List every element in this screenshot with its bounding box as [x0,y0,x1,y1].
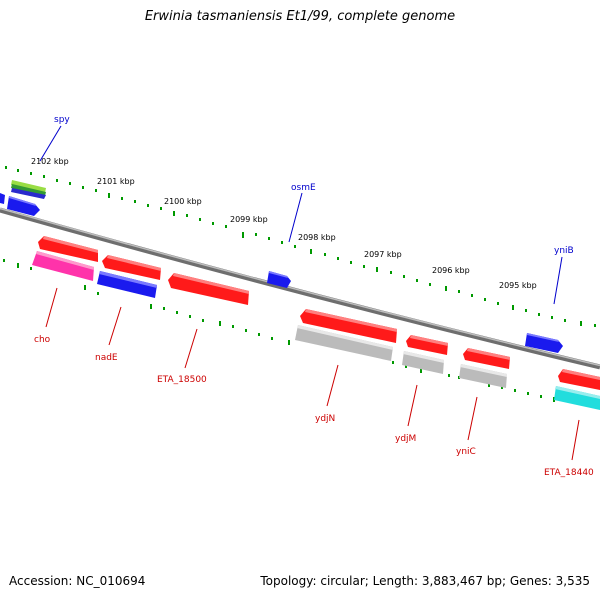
gene-spy-green[interactable] [11,184,46,196]
gene-yniC-gray[interactable] [459,364,507,388]
gene-cho[interactable] [32,251,94,281]
scale-label: 2096 kbp [432,266,470,275]
gene-label-ETA_18500: ETA_18500 [157,375,207,385]
lower-tick-track [3,259,555,402]
scale-label: 2095 kbp [499,281,537,290]
gene-osmE[interactable] [267,271,291,288]
gene-spy[interactable] [11,180,46,193]
gene-label-nadE: nadE [95,353,118,363]
scale-label: 2102 kbp [31,157,69,166]
genome-summary-text: Topology: circular; Length: 3,883,467 bp… [260,574,590,588]
gene-spy-blue-small[interactable] [11,188,46,199]
gene-yniB[interactable] [525,333,563,353]
gene-red[interactable] [38,236,98,262]
scale-label: 2098 kbp [298,233,336,242]
gene-red[interactable] [102,255,161,280]
gene-label-spy: spy [54,115,70,125]
genome-backbone [0,207,600,370]
gene-label-osmE: osmE [291,183,316,193]
gene-ETA_18440-cyan[interactable] [554,386,600,410]
scale-label: 2097 kbp [364,250,402,259]
forward-features [0,180,563,353]
reverse-features [32,236,600,410]
gene-ydjM[interactable] [406,335,448,355]
gene-label-yniC: yniC [456,447,476,457]
gene-ETA_18500[interactable] [168,273,249,305]
gene-blue[interactable] [7,196,40,216]
gene-ydjN-gray[interactable] [295,325,393,361]
upper-tick-track [5,166,596,327]
gene-label-ydjN: ydjN [315,414,335,424]
gene-label-ydjM: ydjM [395,434,416,444]
gene-blue-edge[interactable] [0,193,5,204]
gene-yniC[interactable] [463,348,510,369]
gene-ETA_18440[interactable] [558,369,600,390]
gene-label-ETA_18440: ETA_18440 [544,468,594,478]
gene-ydjN[interactable] [300,309,397,343]
scale-label: 2100 kbp [164,197,202,206]
map-title: Erwinia tasmaniensis Et1/99, complete ge… [144,9,456,24]
gene-ydjM-gray[interactable] [402,351,444,374]
scale-label: 2101 kbp [97,177,135,186]
gene-label-cho: cho [34,335,51,345]
gene-nadE[interactable] [97,271,157,298]
label-leaders [39,125,580,461]
accession-text: Accession: NC_010694 [9,574,146,588]
gene-label-yniB: yniB [554,246,574,256]
scale-label: 2099 kbp [230,215,268,224]
